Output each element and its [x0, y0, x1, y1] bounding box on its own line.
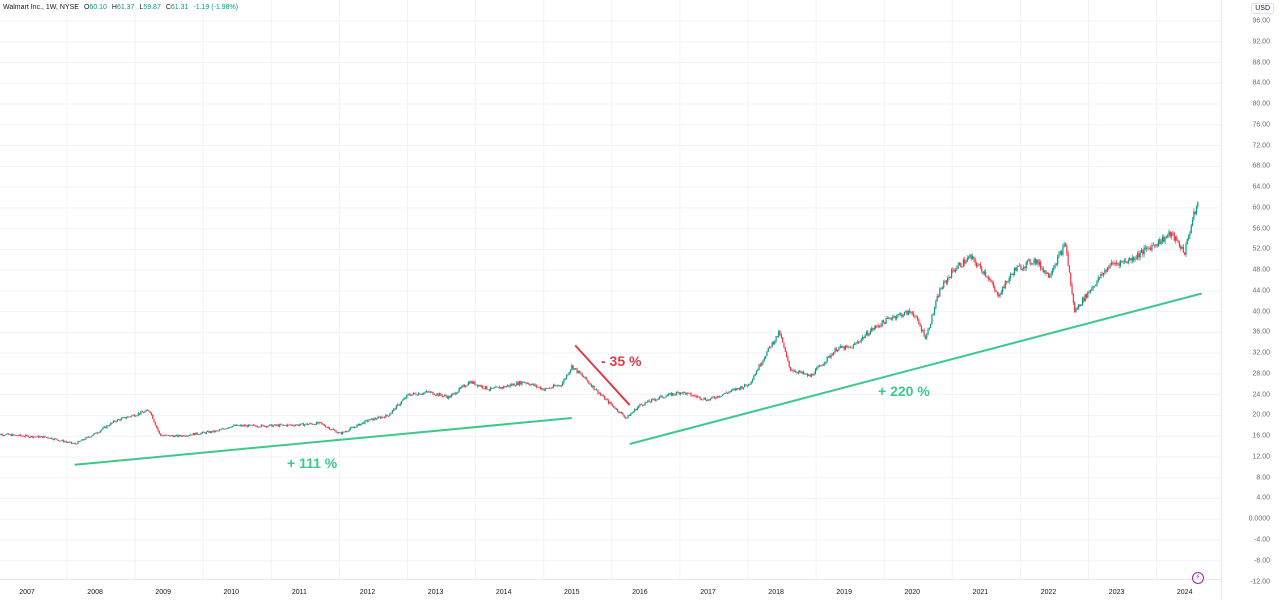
price-axis[interactable]: USD 96.00 92.00 88.00 84.00 80.00 76.00 72.00 6…: [1221, 0, 1280, 600]
trend-line-2[interactable]: [629, 292, 1202, 445]
y-tick-label: 20.00: [1252, 411, 1270, 419]
candles: [0, 201, 1199, 445]
y-tick-label: 52.00: [1252, 245, 1270, 253]
x-tick-label: 2007: [19, 589, 35, 596]
x-tick-label: 2020: [904, 589, 921, 596]
currency-label[interactable]: USD: [1251, 3, 1274, 14]
x-tick-label: 2022: [1040, 589, 1057, 596]
y-tick-label: 80.00: [1252, 100, 1270, 108]
y-tick-label: 12.00: [1252, 453, 1270, 461]
y-tick-label: -8.00: [1254, 557, 1270, 565]
open-value: 60.10: [89, 4, 107, 11]
y-tick-label: 44.00: [1252, 287, 1270, 295]
change-value: -1.19 (-1.98%): [193, 4, 239, 11]
x-tick-label: 2009: [155, 589, 171, 596]
x-tick-label: 2013: [427, 589, 444, 596]
x-tick-label: 2011: [291, 589, 307, 596]
y-tick-label: 36.00: [1252, 328, 1270, 336]
lightning-icon[interactable]: ⚡: [1192, 572, 1204, 584]
x-tick-label: 2008: [87, 589, 103, 596]
y-tick-label: 84.00: [1252, 79, 1270, 87]
x-tick-label: 2024: [1176, 589, 1193, 596]
close-value: 61.31: [170, 4, 189, 11]
y-tick-label: 8.00: [1256, 474, 1270, 482]
x-tick-label: 2019: [836, 589, 852, 596]
y-tick-label: 28.00: [1252, 370, 1270, 378]
symbol-legend: Walmart Inc., 1W, NYSE O60.10 H61.37 L59…: [3, 4, 239, 11]
x-tick-label: 2015: [564, 589, 580, 596]
y-tick-label: 64.00: [1252, 183, 1270, 191]
y-tick-label: 88.00: [1252, 59, 1270, 67]
y-tick-label: 56.00: [1252, 225, 1270, 233]
x-tick-label: 2014: [495, 589, 512, 596]
x-tick-label: 2010: [223, 589, 240, 596]
y-tick-label: 40.00: [1252, 308, 1270, 316]
y-tick-label: 96.00: [1252, 17, 1270, 25]
trend1-label: + 111 %: [287, 455, 338, 471]
y-tick-label: 92.00: [1252, 38, 1270, 46]
y-tick-label: 68.00: [1252, 162, 1270, 170]
low-value: 59.87: [143, 4, 161, 11]
x-tick-label: 2018: [768, 589, 784, 596]
y-tick-label: 16.00: [1252, 432, 1270, 440]
x-tick-label: 2016: [632, 589, 648, 596]
y-tick-label: 4.00: [1256, 494, 1270, 502]
y-tick-label: 60.00: [1252, 204, 1270, 212]
drop-label: - 35 %: [601, 353, 642, 369]
y-tick-label: -4.00: [1254, 536, 1270, 544]
y-tick-label: 32.00: [1252, 349, 1270, 357]
y-tick-label: 0.0000: [1248, 515, 1270, 523]
y-tick-label: 76.00: [1252, 121, 1270, 129]
x-tick-label: 2017: [700, 589, 716, 596]
high-value: 61.37: [116, 4, 135, 11]
price-chart[interactable]: [0, 0, 1222, 580]
y-tick-label: 48.00: [1252, 266, 1270, 274]
y-tick-label: 24.00: [1252, 391, 1270, 399]
time-axis[interactable]: 2007 2008 2009 2010 2011 2012 2013 2014 2015 2016…: [0, 579, 1222, 600]
x-tick-label: 2012: [359, 589, 376, 596]
trend2-label: + 220 %: [878, 383, 930, 399]
trend-line-1[interactable]: [74, 417, 572, 466]
x-tick-label: 2023: [1108, 589, 1125, 596]
drop-line[interactable]: [574, 344, 631, 406]
symbol-title: Walmart Inc., 1W, NYSE: [3, 4, 79, 11]
y-tick-label: 72.00: [1252, 142, 1270, 150]
x-tick-label: 2021: [972, 589, 989, 596]
y-tick-label: -12.00: [1250, 578, 1270, 586]
